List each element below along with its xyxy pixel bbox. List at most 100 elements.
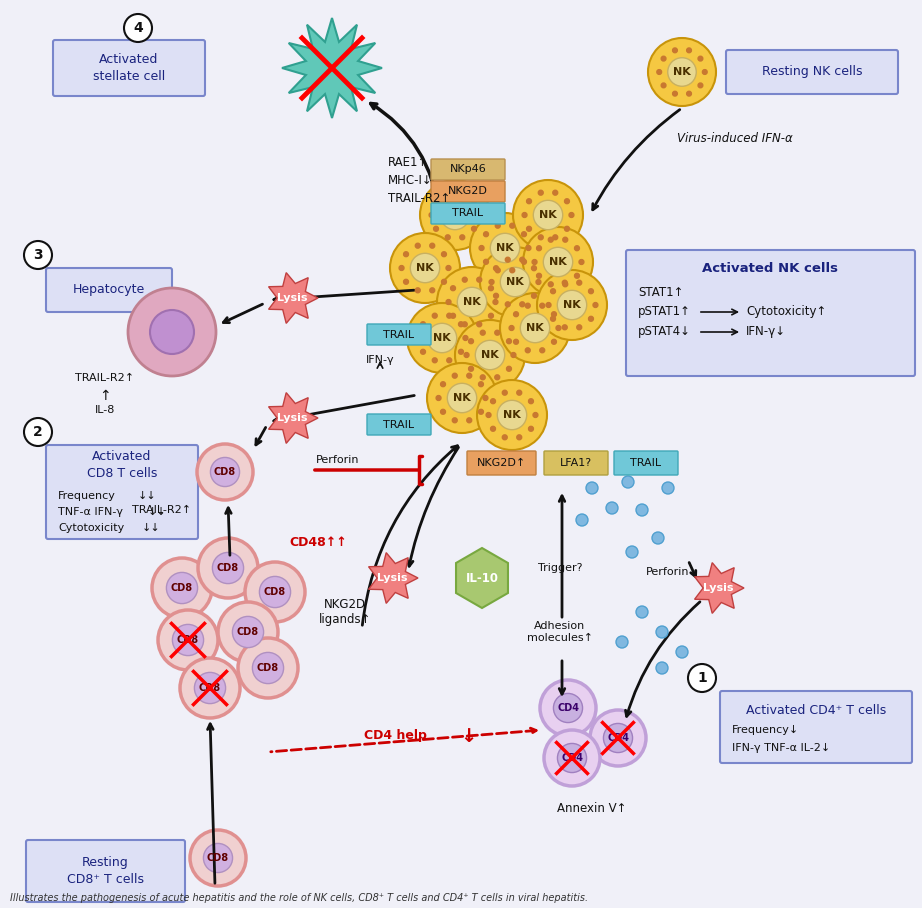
Circle shape	[245, 562, 305, 622]
Circle shape	[446, 300, 451, 304]
Circle shape	[576, 514, 588, 526]
Text: Activated CD4⁺ T cells: Activated CD4⁺ T cells	[746, 704, 886, 716]
Circle shape	[656, 626, 668, 638]
Circle shape	[502, 390, 507, 395]
Circle shape	[531, 266, 537, 271]
Circle shape	[390, 233, 460, 303]
Circle shape	[616, 636, 628, 648]
Circle shape	[526, 199, 531, 203]
Circle shape	[528, 399, 534, 404]
Circle shape	[564, 226, 570, 232]
Circle shape	[562, 281, 568, 287]
Circle shape	[232, 617, 264, 647]
Circle shape	[480, 331, 485, 335]
Circle shape	[491, 233, 520, 262]
Circle shape	[688, 664, 716, 692]
Circle shape	[551, 311, 556, 317]
Circle shape	[636, 504, 648, 516]
Circle shape	[489, 280, 494, 284]
Text: CD4 help: CD4 help	[363, 728, 427, 742]
Circle shape	[656, 662, 668, 674]
Circle shape	[668, 58, 696, 86]
Circle shape	[550, 316, 555, 321]
Text: NK: NK	[503, 410, 521, 420]
Text: CD8: CD8	[207, 853, 229, 863]
Circle shape	[510, 268, 514, 272]
Text: Resting NK cells: Resting NK cells	[762, 65, 862, 78]
Circle shape	[562, 281, 567, 285]
Circle shape	[429, 212, 434, 217]
FancyBboxPatch shape	[367, 414, 431, 435]
Circle shape	[491, 427, 495, 431]
Circle shape	[497, 400, 526, 429]
Text: MHC-I↓: MHC-I↓	[388, 173, 432, 186]
Circle shape	[511, 352, 516, 358]
Circle shape	[517, 390, 522, 395]
Circle shape	[501, 267, 530, 297]
Circle shape	[467, 418, 472, 423]
Text: TRAIL: TRAIL	[631, 458, 662, 468]
Circle shape	[493, 293, 499, 298]
Circle shape	[480, 247, 550, 317]
FancyBboxPatch shape	[431, 159, 505, 180]
Text: pSTAT1↑: pSTAT1↑	[638, 305, 691, 319]
Circle shape	[574, 246, 579, 251]
Circle shape	[442, 252, 446, 257]
Circle shape	[212, 552, 243, 584]
FancyBboxPatch shape	[46, 268, 172, 312]
Text: IL-8: IL-8	[95, 405, 115, 415]
Circle shape	[588, 289, 594, 293]
Circle shape	[540, 680, 596, 736]
Circle shape	[500, 293, 570, 363]
Circle shape	[553, 694, 583, 723]
Circle shape	[447, 358, 452, 363]
Circle shape	[128, 288, 216, 376]
Circle shape	[577, 281, 582, 285]
Circle shape	[455, 320, 525, 390]
Circle shape	[433, 226, 439, 232]
Circle shape	[180, 658, 240, 718]
Text: TNF-α IFN-γ: TNF-α IFN-γ	[58, 507, 123, 517]
Text: ↓: ↓	[460, 727, 476, 746]
Circle shape	[514, 311, 518, 317]
Circle shape	[446, 265, 451, 271]
Circle shape	[510, 223, 514, 228]
Circle shape	[553, 191, 558, 195]
Circle shape	[520, 257, 525, 262]
Circle shape	[549, 237, 553, 242]
FancyBboxPatch shape	[26, 840, 185, 902]
Circle shape	[574, 273, 579, 278]
Circle shape	[458, 321, 464, 327]
Circle shape	[522, 212, 527, 217]
Circle shape	[539, 303, 545, 308]
Circle shape	[514, 340, 518, 344]
Circle shape	[467, 373, 472, 378]
Text: NK: NK	[416, 263, 434, 273]
FancyBboxPatch shape	[431, 203, 505, 224]
Circle shape	[495, 331, 500, 335]
Circle shape	[502, 435, 507, 439]
Circle shape	[468, 366, 474, 371]
Circle shape	[517, 435, 522, 439]
Text: CD4: CD4	[607, 733, 629, 743]
Circle shape	[462, 277, 467, 282]
Circle shape	[569, 212, 573, 217]
Text: Frequency↓: Frequency↓	[732, 725, 799, 735]
Circle shape	[453, 418, 457, 423]
Text: Activated NK cells: Activated NK cells	[702, 262, 838, 274]
Text: Annexin V↑: Annexin V↑	[557, 802, 627, 814]
Circle shape	[533, 412, 538, 418]
Circle shape	[480, 375, 485, 380]
Circle shape	[172, 625, 204, 656]
Circle shape	[556, 326, 561, 331]
FancyBboxPatch shape	[46, 445, 198, 539]
Circle shape	[672, 48, 678, 53]
Circle shape	[204, 844, 232, 873]
Circle shape	[415, 243, 420, 248]
Text: IL-10: IL-10	[466, 571, 499, 585]
Circle shape	[520, 301, 525, 307]
Circle shape	[416, 336, 421, 340]
Text: ↓↓: ↓↓	[138, 491, 157, 501]
Polygon shape	[268, 272, 318, 323]
Circle shape	[652, 532, 664, 544]
